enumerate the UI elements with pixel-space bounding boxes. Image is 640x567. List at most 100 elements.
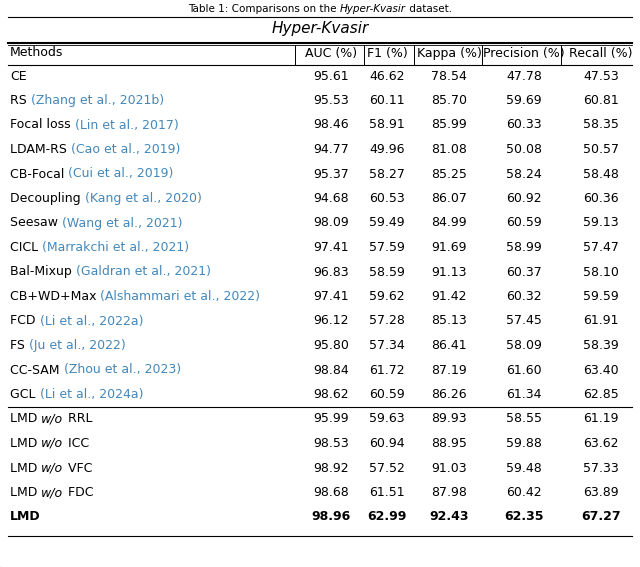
- Text: LMD: LMD: [10, 413, 42, 425]
- Text: Focal loss: Focal loss: [10, 119, 75, 132]
- Text: 60.42: 60.42: [506, 486, 542, 499]
- Text: 96.12: 96.12: [313, 315, 349, 328]
- Text: 95.37: 95.37: [313, 167, 349, 180]
- Text: 60.37: 60.37: [506, 265, 542, 278]
- Text: VFC: VFC: [63, 462, 92, 475]
- Text: 59.88: 59.88: [506, 437, 542, 450]
- Text: 60.59: 60.59: [506, 217, 542, 230]
- Text: 98.96: 98.96: [312, 510, 351, 523]
- Text: ICC: ICC: [63, 437, 88, 450]
- Text: (Wang et al., 2021): (Wang et al., 2021): [62, 217, 182, 230]
- Text: 98.68: 98.68: [313, 486, 349, 499]
- Text: 63.62: 63.62: [583, 437, 619, 450]
- Text: CC-SAM: CC-SAM: [10, 363, 63, 376]
- Text: F1 (%): F1 (%): [367, 46, 408, 60]
- Text: 58.48: 58.48: [583, 167, 619, 180]
- Text: LDAM-RS: LDAM-RS: [10, 143, 71, 156]
- Text: 63.89: 63.89: [583, 486, 619, 499]
- Text: Decoupling: Decoupling: [10, 192, 84, 205]
- Text: (Marrakchi et al., 2021): (Marrakchi et al., 2021): [42, 241, 189, 254]
- Text: 47.78: 47.78: [506, 70, 542, 83]
- Text: Methods: Methods: [10, 46, 63, 60]
- Text: FS: FS: [10, 339, 29, 352]
- Text: 91.42: 91.42: [431, 290, 467, 303]
- Text: 59.62: 59.62: [369, 290, 405, 303]
- Text: 91.03: 91.03: [431, 462, 467, 475]
- Text: 57.59: 57.59: [369, 241, 405, 254]
- Text: (Alshammari et al., 2022): (Alshammari et al., 2022): [100, 290, 260, 303]
- Text: Hyper-Kvasir: Hyper-Kvasir: [340, 4, 406, 14]
- Text: 57.34: 57.34: [369, 339, 405, 352]
- Text: 84.99: 84.99: [431, 217, 467, 230]
- Text: 59.59: 59.59: [583, 290, 619, 303]
- Text: 98.92: 98.92: [313, 462, 349, 475]
- Text: 58.35: 58.35: [583, 119, 619, 132]
- Text: FDC: FDC: [63, 486, 93, 499]
- Text: 57.52: 57.52: [369, 462, 405, 475]
- Text: 58.09: 58.09: [506, 339, 542, 352]
- Text: CICL: CICL: [10, 241, 42, 254]
- Text: 88.95: 88.95: [431, 437, 467, 450]
- Text: 58.91: 58.91: [369, 119, 405, 132]
- Text: RRL: RRL: [63, 413, 92, 425]
- Text: 96.83: 96.83: [313, 265, 349, 278]
- Text: CE: CE: [10, 70, 27, 83]
- Text: (Ju et al., 2022): (Ju et al., 2022): [29, 339, 125, 352]
- Text: CB+WD+Max: CB+WD+Max: [10, 290, 100, 303]
- Text: LMD: LMD: [10, 462, 42, 475]
- Text: 62.99: 62.99: [367, 510, 406, 523]
- Text: 98.84: 98.84: [313, 363, 349, 376]
- Text: 92.43: 92.43: [429, 510, 468, 523]
- Text: 60.94: 60.94: [369, 437, 405, 450]
- Text: dataset.: dataset.: [406, 4, 452, 14]
- Text: 98.46: 98.46: [313, 119, 349, 132]
- Text: (Cao et al., 2019): (Cao et al., 2019): [71, 143, 180, 156]
- Text: Precision (%): Precision (%): [483, 46, 565, 60]
- Text: 57.47: 57.47: [583, 241, 619, 254]
- Text: w/o: w/o: [42, 486, 63, 499]
- Text: 98.09: 98.09: [313, 217, 349, 230]
- Text: 60.33: 60.33: [506, 119, 542, 132]
- Text: 49.96: 49.96: [369, 143, 404, 156]
- Text: 47.53: 47.53: [583, 70, 619, 83]
- Text: 95.99: 95.99: [313, 413, 349, 425]
- Text: 63.40: 63.40: [583, 363, 619, 376]
- Text: 58.55: 58.55: [506, 413, 542, 425]
- Text: 59.63: 59.63: [369, 413, 405, 425]
- Text: 61.60: 61.60: [506, 363, 542, 376]
- Text: 59.13: 59.13: [583, 217, 619, 230]
- Text: 60.32: 60.32: [506, 290, 542, 303]
- Text: (Zhang et al., 2021b): (Zhang et al., 2021b): [31, 94, 164, 107]
- Text: 58.99: 58.99: [506, 241, 542, 254]
- Text: 85.70: 85.70: [431, 94, 467, 107]
- Text: Kappa (%): Kappa (%): [417, 46, 481, 60]
- Text: 97.41: 97.41: [313, 290, 349, 303]
- Text: w/o: w/o: [42, 462, 63, 475]
- Text: 97.41: 97.41: [313, 241, 349, 254]
- Text: w/o: w/o: [42, 437, 63, 450]
- Text: (Kang et al., 2020): (Kang et al., 2020): [84, 192, 202, 205]
- Text: 86.41: 86.41: [431, 339, 467, 352]
- Text: 61.19: 61.19: [583, 413, 619, 425]
- Text: 95.80: 95.80: [313, 339, 349, 352]
- Text: Recall (%): Recall (%): [569, 46, 633, 60]
- Text: 91.13: 91.13: [431, 265, 467, 278]
- Text: 85.13: 85.13: [431, 315, 467, 328]
- Text: LMD: LMD: [10, 486, 42, 499]
- Text: 87.98: 87.98: [431, 486, 467, 499]
- Text: 61.91: 61.91: [583, 315, 619, 328]
- Text: 87.19: 87.19: [431, 363, 467, 376]
- Text: 50.57: 50.57: [583, 143, 619, 156]
- Text: 59.48: 59.48: [506, 462, 542, 475]
- Text: 85.99: 85.99: [431, 119, 467, 132]
- Text: Seesaw: Seesaw: [10, 217, 62, 230]
- Text: 86.26: 86.26: [431, 388, 467, 401]
- Text: (Galdran et al., 2021): (Galdran et al., 2021): [76, 265, 211, 278]
- Text: 91.69: 91.69: [431, 241, 467, 254]
- Text: 98.53: 98.53: [313, 437, 349, 450]
- Text: 61.51: 61.51: [369, 486, 405, 499]
- Text: 98.62: 98.62: [313, 388, 349, 401]
- Text: 58.27: 58.27: [369, 167, 405, 180]
- Text: 50.08: 50.08: [506, 143, 542, 156]
- Text: Table 1: Comparisons on the: Table 1: Comparisons on the: [188, 4, 340, 14]
